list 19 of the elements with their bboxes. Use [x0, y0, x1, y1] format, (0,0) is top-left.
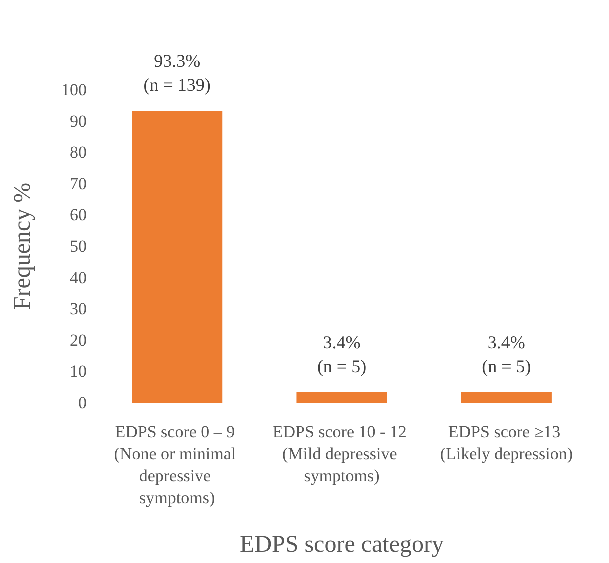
- y-tick-label: 80: [70, 143, 87, 162]
- y-tick-label: 20: [70, 330, 87, 350]
- y-tick-label: 0: [78, 394, 87, 412]
- data-label: 3.4% (n = 5): [317, 332, 367, 376]
- x-tick-label: EDPS score 10 - 12 (Mild depressive symptoms): [272, 422, 412, 486]
- y-tick-label: 100: [62, 80, 87, 100]
- x-tick-label: EDPS score ≥13 (Likely depression): [440, 422, 573, 464]
- y-axis-title: Frequency %: [10, 182, 36, 310]
- y-tick-label: 60: [70, 206, 87, 225]
- y-tick-label: 70: [70, 174, 87, 194]
- y-tick-label: 50: [70, 237, 87, 256]
- data-label: 3.4% (n = 5): [482, 332, 532, 376]
- y-tick-label: 90: [70, 112, 87, 131]
- y-tick-label: 10: [70, 362, 87, 382]
- x-tick-label: EDPS score 0 – 9 (None or minimal depressive symptoms): [114, 422, 240, 508]
- data-label: 93.3% (n = 139): [144, 50, 211, 95]
- x-axis-title: EDPS score category: [240, 532, 444, 558]
- y-tick-label: 40: [70, 268, 87, 288]
- y-tick-label: 30: [70, 300, 87, 319]
